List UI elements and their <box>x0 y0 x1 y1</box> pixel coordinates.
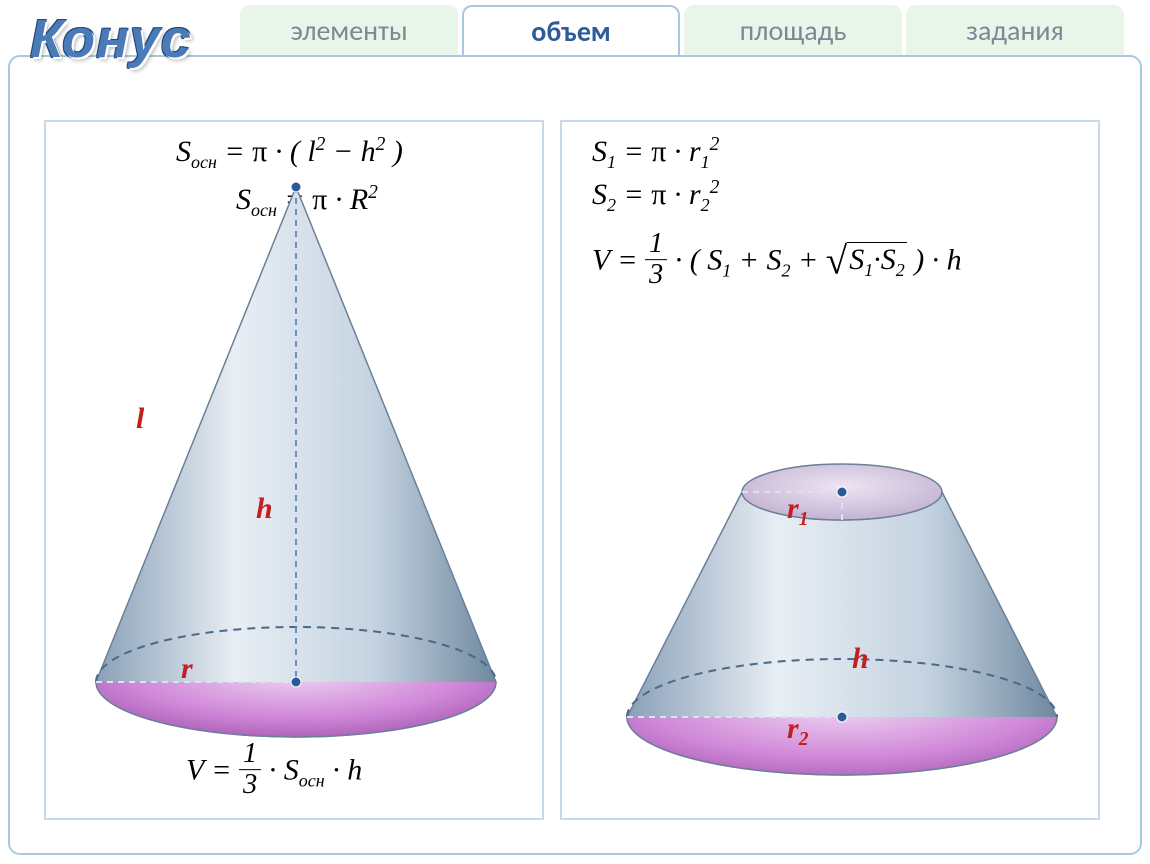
frustum-diagram <box>562 122 1102 822</box>
formula-volume-cone: V = 13 · Sосн · h <box>186 742 362 803</box>
label-r2: r2 <box>787 712 808 751</box>
tab-volume[interactable]: объем <box>462 5 680 55</box>
label-l: l <box>136 402 144 436</box>
tab-tasks[interactable]: задания <box>906 5 1124 55</box>
tab-elements[interactable]: элементы <box>240 5 458 55</box>
cone-diagram <box>46 122 546 822</box>
tab-bar: элементы объем площадь задания <box>240 5 1124 55</box>
label-h: h <box>256 492 273 526</box>
label-r1: r1 <box>787 492 808 531</box>
label-h2: h <box>852 642 869 676</box>
tab-area[interactable]: площадь <box>684 5 902 55</box>
label-r: r <box>181 652 193 686</box>
frustum-panel: S1 = π · r12 S2 = π · r22 V = 13 · ( S1 … <box>560 120 1100 820</box>
page-title: Конус <box>30 8 192 70</box>
cone-panel: Sосн = π · ( l2 − h2 ) Sосн = π · R2 <box>44 120 544 820</box>
